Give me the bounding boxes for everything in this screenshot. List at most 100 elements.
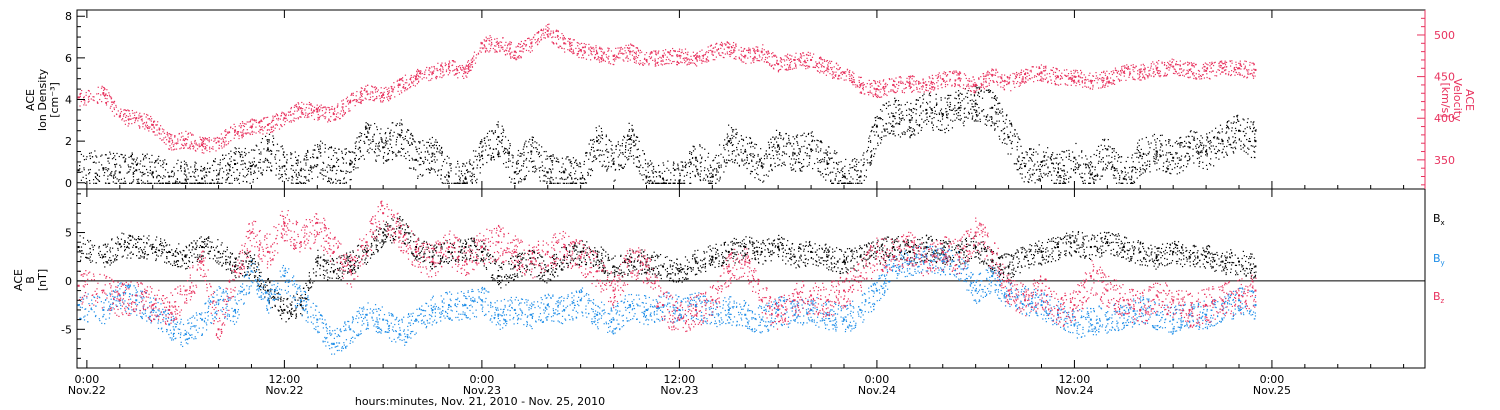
density-point — [1011, 140, 1013, 143]
density-point — [461, 165, 464, 167]
velocity-point — [168, 148, 171, 150]
density-point — [1156, 138, 1158, 140]
density-point — [1180, 155, 1183, 157]
density-point — [1006, 143, 1008, 145]
density-point — [201, 177, 204, 180]
velocity-point — [293, 106, 295, 108]
density-point — [447, 174, 450, 177]
density-point — [144, 165, 146, 167]
density-point — [379, 132, 381, 135]
density-point — [1136, 177, 1138, 179]
density-point — [372, 138, 374, 141]
density-point — [1253, 146, 1255, 148]
velocity-point — [196, 148, 199, 150]
density-point — [122, 182, 125, 184]
density-point — [873, 131, 875, 133]
velocity-point — [187, 133, 189, 135]
density-point — [1120, 182, 1122, 184]
density-point — [692, 145, 694, 147]
density-point — [1052, 162, 1054, 164]
density-point — [208, 182, 211, 184]
density-point — [242, 168, 244, 170]
density-point — [601, 137, 604, 140]
density-point — [474, 180, 477, 182]
density-point — [879, 109, 882, 111]
density-point — [284, 170, 286, 172]
density-point — [1253, 156, 1256, 159]
density-point — [390, 146, 393, 149]
density-point — [1187, 146, 1189, 148]
density-point — [471, 172, 473, 174]
density-point — [1221, 131, 1223, 133]
density-point — [925, 101, 928, 104]
density-point — [672, 167, 674, 169]
velocity-point — [184, 138, 187, 141]
density-point — [1227, 139, 1229, 142]
density-point — [470, 180, 472, 182]
density-point — [591, 160, 593, 163]
velocity-point — [285, 115, 287, 117]
density-point — [871, 160, 873, 162]
density-point — [229, 169, 231, 171]
density-point — [229, 164, 231, 166]
density-point — [196, 179, 198, 181]
density-point — [842, 167, 844, 169]
velocity-point — [324, 117, 326, 120]
velocity-point — [390, 97, 392, 99]
density-point — [956, 109, 958, 112]
velocity-point — [355, 99, 358, 101]
density-point — [1029, 174, 1031, 176]
velocity-point — [348, 108, 350, 110]
velocity-point — [272, 125, 274, 127]
density-point — [575, 177, 577, 179]
velocity-point — [274, 127, 276, 129]
density-point — [749, 153, 751, 155]
density-point — [1155, 144, 1157, 146]
density-point — [1212, 145, 1214, 147]
density-point — [1136, 156, 1138, 158]
density-point — [361, 132, 363, 135]
density-point — [774, 147, 776, 149]
density-point — [759, 179, 761, 182]
density-point — [557, 158, 559, 160]
density-point — [344, 153, 347, 156]
density-point — [416, 148, 418, 150]
density-point — [157, 182, 159, 184]
density-point — [1198, 153, 1200, 155]
density-point — [1041, 164, 1044, 166]
velocity-point — [209, 148, 211, 150]
density-point — [205, 182, 207, 184]
density-point — [839, 172, 841, 174]
density-point — [186, 165, 188, 167]
density-point — [817, 146, 819, 148]
density-point — [162, 160, 164, 162]
density-point — [661, 172, 663, 174]
density-point — [89, 157, 92, 160]
density-point — [849, 167, 851, 169]
density-point — [503, 129, 505, 132]
density-point — [133, 170, 136, 172]
velocity-point — [241, 132, 243, 134]
density-point — [842, 174, 844, 176]
velocity-point — [127, 125, 129, 127]
density-point — [852, 159, 854, 161]
density-point — [282, 153, 284, 156]
density-point — [512, 155, 514, 157]
density-point — [771, 150, 774, 152]
density-point — [790, 169, 793, 171]
density-point — [690, 182, 692, 184]
density-point — [184, 178, 187, 181]
density-point — [1101, 175, 1104, 177]
velocity-point — [377, 89, 379, 91]
density-point — [170, 171, 173, 173]
density-point — [949, 106, 951, 108]
density-point — [407, 129, 409, 131]
density-point — [780, 137, 782, 139]
density-point — [252, 149, 254, 151]
density-point — [699, 144, 701, 146]
density-point — [675, 169, 677, 171]
density-point — [219, 168, 221, 170]
density-point — [946, 101, 948, 103]
density-point — [446, 162, 448, 164]
velocity-point — [271, 131, 273, 133]
